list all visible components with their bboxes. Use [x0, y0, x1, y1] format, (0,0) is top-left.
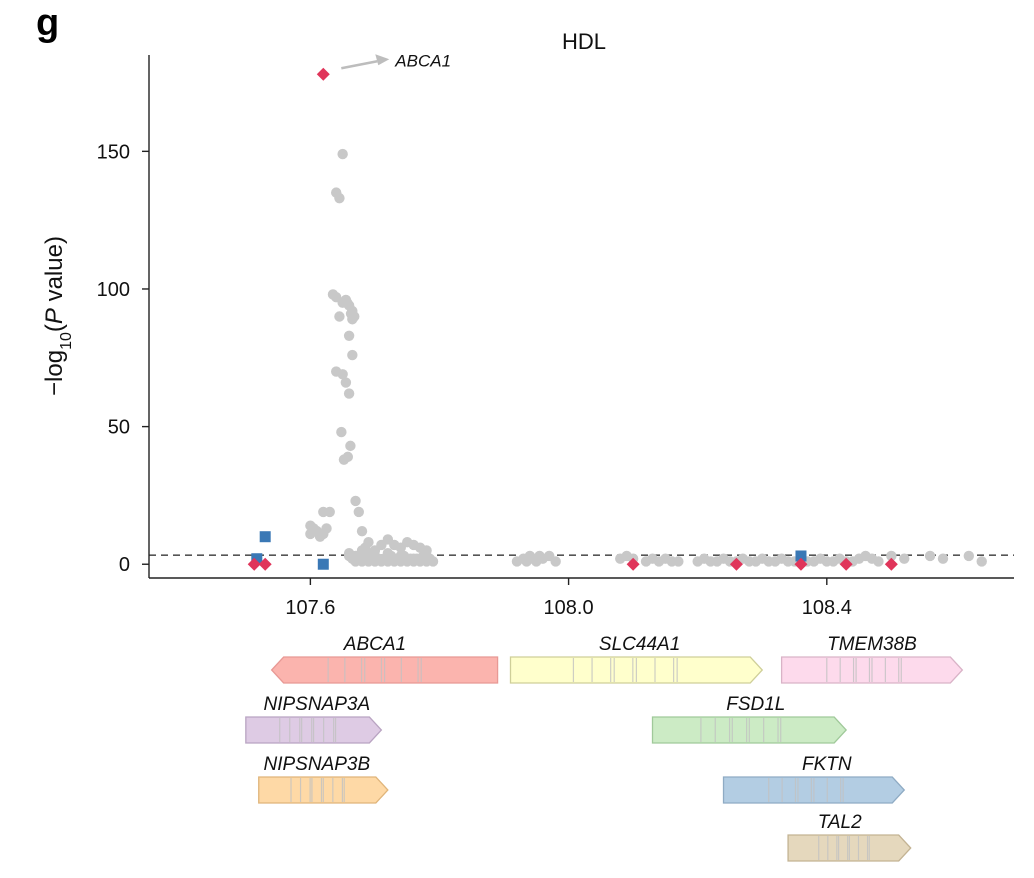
background-point — [337, 369, 348, 380]
background-point — [899, 553, 910, 564]
background-point — [343, 388, 355, 399]
gene-label: TAL2 — [818, 812, 862, 833]
background-point — [924, 550, 936, 562]
gene-label: FKTN — [802, 754, 852, 775]
annotation-label: ABCA1 — [394, 51, 451, 70]
background-point — [963, 550, 975, 562]
gene-slc44a1: SLC44A1 — [509, 634, 764, 684]
highlight-diamond-point — [626, 557, 640, 571]
highlight-points — [247, 67, 898, 571]
y-tick-label: 100 — [97, 279, 130, 301]
gene-label: ABCA1 — [343, 634, 406, 655]
y-tick-label: 150 — [97, 141, 130, 163]
background-point — [427, 556, 439, 567]
gene-tmem38b: TMEM38B — [780, 634, 964, 684]
background-point — [873, 556, 884, 567]
highlight-diamond-point — [794, 557, 808, 571]
background-point — [343, 330, 355, 341]
highlight-square-point — [259, 531, 271, 543]
y-label-open: ( — [41, 324, 68, 332]
background-point — [334, 311, 345, 322]
background-point — [345, 440, 356, 452]
highlight-square-point — [795, 550, 807, 562]
y-label-prefix: −log — [41, 350, 68, 396]
gene-label: SLC44A1 — [599, 634, 680, 655]
highlight-diamond-point — [839, 557, 853, 571]
panel-label: g — [36, 2, 60, 44]
background-point — [350, 495, 361, 507]
x-tick-label: 107.6 — [285, 597, 335, 619]
background-points — [305, 148, 987, 567]
annotation-layer: ABCA1 — [341, 51, 451, 70]
highlight-diamond-point — [884, 557, 898, 571]
background-point — [334, 192, 345, 204]
axes: 0 50 100 150 107.6 108.0 108.4 — [97, 55, 1014, 619]
background-point — [345, 308, 357, 319]
highlight-square-point — [251, 553, 263, 565]
gene-fktn: FKTN — [722, 754, 906, 804]
highlight-diamond-point — [316, 67, 330, 81]
gene-nipsnap3b: NIPSNAP3B — [258, 754, 389, 804]
highlight-square-point — [317, 558, 329, 570]
gene-label: FSD1L — [726, 694, 785, 715]
background-point — [937, 553, 949, 564]
background-point — [673, 556, 684, 567]
y-tick-label: 0 — [119, 554, 130, 576]
y-tick-label: 50 — [108, 417, 130, 439]
background-point — [342, 451, 354, 463]
x-tick-label: 108.0 — [544, 597, 594, 619]
background-point — [341, 297, 353, 308]
y-label-rest: value) — [41, 236, 68, 308]
background-point — [321, 523, 332, 534]
background-point — [347, 349, 358, 361]
gene-label: TMEM38B — [827, 634, 917, 655]
background-point — [337, 148, 348, 160]
background-point — [363, 537, 374, 548]
gene-tal2: TAL2 — [787, 812, 912, 862]
background-point — [336, 426, 347, 438]
background-point — [353, 506, 364, 518]
highlight-diamond-point — [247, 557, 261, 571]
annotation-arrow-head — [375, 54, 390, 66]
background-point — [886, 550, 897, 562]
gene-fsd1l: FSD1L — [651, 694, 848, 744]
background-point — [318, 506, 329, 518]
gene-track: ABCA1 SLC44A1 TMEM38B NIPSNAP3A FSD1L NIPSNAP… — [245, 634, 964, 862]
annotation-arrow-shaft — [341, 60, 378, 70]
gene-nipsnap3a: NIPSNAP3A — [245, 694, 383, 744]
background-point — [976, 556, 987, 567]
chart-title: HDL — [562, 29, 606, 54]
y-label-subscript: 10 — [58, 332, 75, 350]
highlight-diamond-point — [258, 557, 272, 571]
background-point — [356, 526, 368, 537]
background-point — [550, 556, 561, 567]
background-point — [311, 526, 323, 537]
background-point — [340, 377, 352, 388]
y-axis-label: −log10(P value) — [41, 236, 75, 396]
y-label-italic: P — [41, 308, 68, 324]
highlight-diamond-point — [729, 557, 743, 571]
gene-abca1: ABCA1 — [270, 634, 499, 684]
gene-label: NIPSNAP3A — [264, 694, 371, 715]
x-tick-label: 108.4 — [802, 597, 852, 619]
gene-label: NIPSNAP3B — [264, 754, 371, 775]
background-point — [534, 550, 545, 562]
